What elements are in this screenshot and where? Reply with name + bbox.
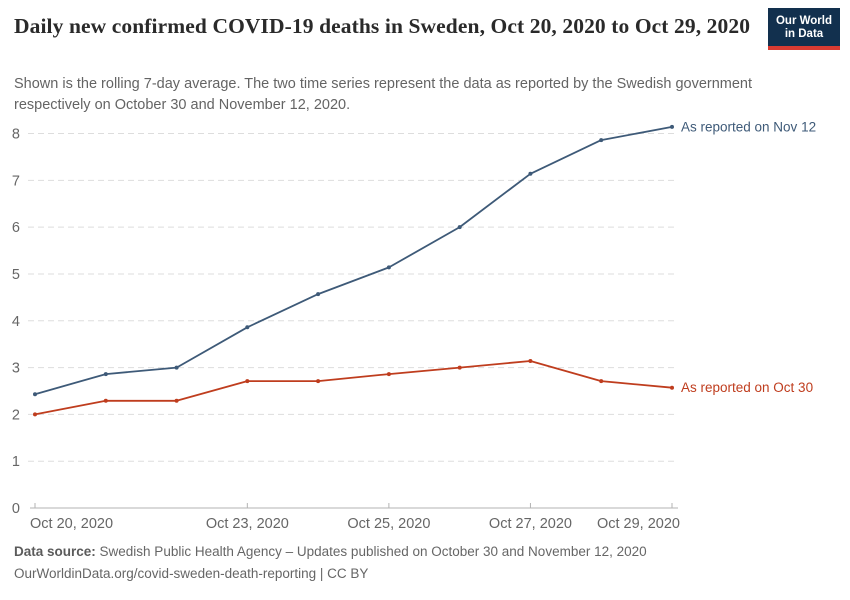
x-axis-tick-label: Oct 27, 2020 [489,516,572,532]
data-point [33,412,37,417]
data-point [457,225,462,230]
y-axis-tick-label: 1 [12,454,20,470]
data-point [245,379,250,384]
data-point [670,385,674,390]
data-source-line: Data source: Swedish Public Health Agenc… [14,541,834,563]
chart-area: 0 1 2 3 4 5 6 7 8 Oct 20, 2020 Oct 23, 2020 Oct 25,… [0,115,850,535]
owid-logo-line2: in Data [784,28,824,40]
x-axis-tick-label: Oct 23, 2020 [206,516,289,532]
line-series-0 [34,125,673,396]
data-point [316,292,321,297]
data-point [528,171,533,176]
data-point [103,398,108,403]
chart-footer: Data source: Swedish Public Health Agenc… [14,541,834,585]
data-point [386,265,391,270]
owid-logo-line1: Our World [775,15,832,27]
series-end-label: As reported on Oct 30 [681,380,813,395]
y-axis-tick-label: 4 [12,314,20,330]
data-point [599,379,604,384]
data-point [670,124,674,129]
y-axis-tick-label: 0 [12,501,20,517]
link-line[interactable]: OurWorldinData.org/covid-sweden-death-re… [14,566,369,581]
chart-subtitle: Shown is the rolling 7-day average. The … [14,76,753,113]
data-point [103,372,108,377]
x-axis-tick-label: Oct 20, 2020 [30,516,113,532]
data-point [316,379,321,384]
data-point [457,365,462,370]
y-axis-tick-label: 8 [12,127,20,143]
data-point [599,138,604,143]
series-end-label: As reported on Nov 12 [681,119,816,134]
owid-logo[interactable]: Our World in Data [768,8,840,50]
data-point [528,359,533,363]
data-point [386,372,391,377]
y-axis-tick-label: 6 [12,220,20,236]
y-axis-tick-label: 7 [12,173,20,189]
y-axis-tick-label: 3 [12,361,20,377]
data-point [174,398,179,403]
chart-title: Daily new confirmed COVID-19 deaths in S… [14,14,751,38]
x-axis-tick-label: Oct 29, 2020 [597,516,680,532]
chart-canvas: 0 1 2 3 4 5 6 7 8 Oct 20, 2020 Oct 23, 2020 Oct 25,… [12,119,816,532]
x-axis-tick-label: Oct 25, 2020 [347,516,430,532]
data-source-text: Swedish Public Health Agency – Updates p… [95,544,647,559]
y-axis-tick-label: 5 [12,267,20,283]
data-point [174,365,179,370]
data-point [33,392,37,397]
data-source-label: Data source: [14,544,96,559]
y-axis-tick-label: 2 [12,407,20,423]
line-series-1 [34,360,673,416]
data-point [245,325,250,330]
